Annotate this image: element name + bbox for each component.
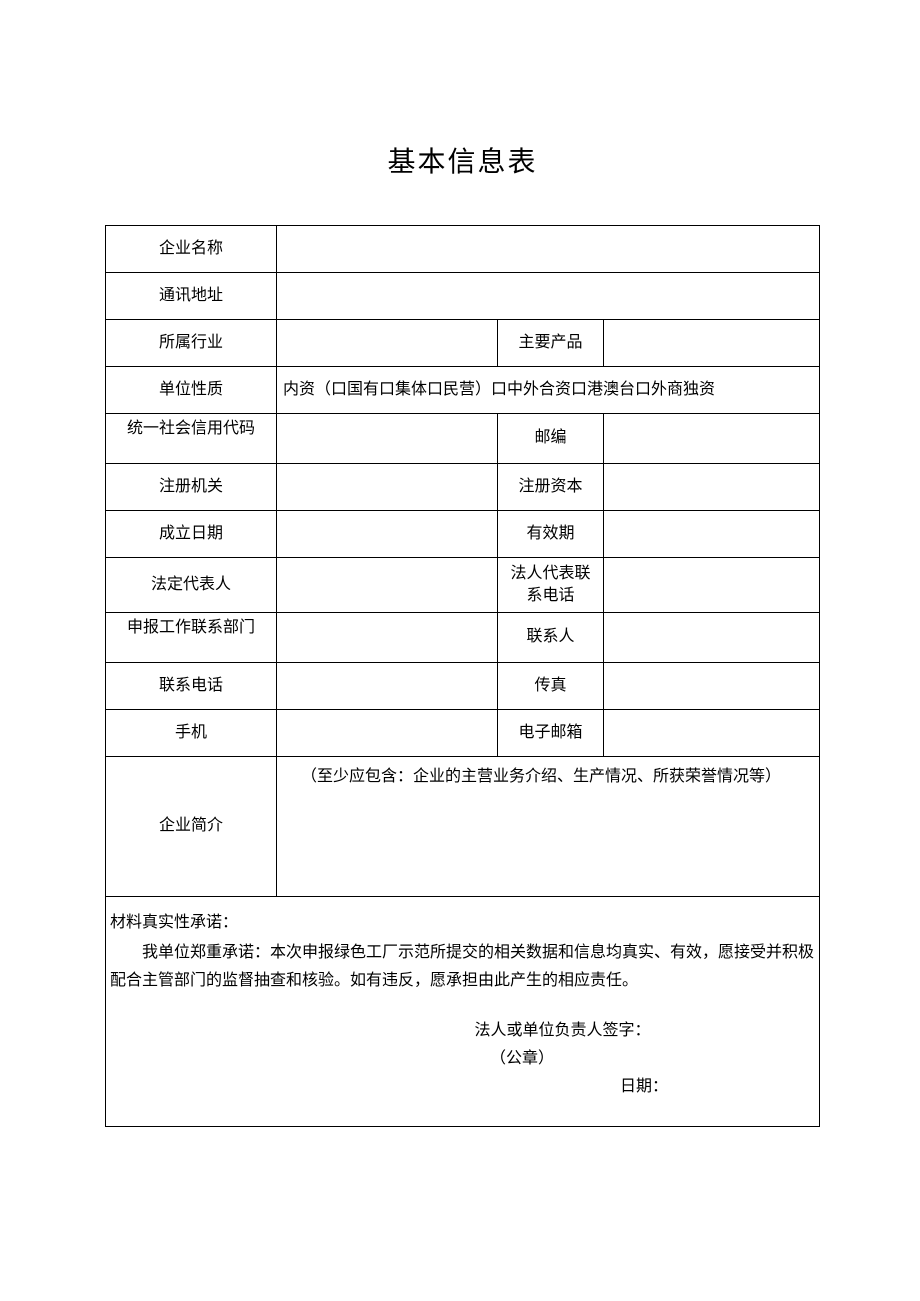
label-reg-authority: 注册机关 (106, 464, 277, 511)
value-postcode[interactable] (603, 414, 819, 464)
value-phone[interactable] (276, 663, 497, 710)
label-main-product: 主要产品 (498, 320, 604, 367)
value-dept[interactable] (276, 613, 497, 663)
value-reg-authority[interactable] (276, 464, 497, 511)
declaration-body: 我单位郑重承诺：本次申报绿色工厂示范所提交的相关数据和信息均真实、有效，愿接受并… (110, 939, 815, 995)
value-establish-date[interactable] (276, 511, 497, 558)
label-address: 通讯地址 (106, 273, 277, 320)
label-company-name: 企业名称 (106, 226, 277, 273)
value-mobile[interactable] (276, 710, 497, 757)
value-intro[interactable]: （至少应包含：企业的主营业务介绍、生产情况、所获荣誉情况等） (276, 757, 819, 897)
value-legal-rep[interactable] (276, 558, 497, 613)
label-dept: 申报工作联系部门 (106, 613, 277, 663)
declaration-cell: 材料真实性承诺： 我单位郑重承诺：本次申报绿色工厂示范所提交的相关数据和信息均真… (106, 897, 820, 1127)
value-credit-code[interactable] (276, 414, 497, 464)
value-valid-period[interactable] (603, 511, 819, 558)
label-unit-nature: 单位性质 (106, 367, 277, 414)
value-fax[interactable] (603, 663, 819, 710)
value-email[interactable] (603, 710, 819, 757)
value-industry[interactable] (276, 320, 497, 367)
label-email: 电子邮箱 (498, 710, 604, 757)
value-unit-nature[interactable]: 内资（口国有口集体口民营）口中外合资口港澳台口外商独资 (276, 367, 819, 414)
label-establish-date: 成立日期 (106, 511, 277, 558)
date-label: 日期： (110, 1073, 815, 1101)
signature-label: 法人或单位负责人签字： (110, 1017, 815, 1045)
label-intro: 企业简介 (106, 757, 277, 897)
value-legal-rep-phone[interactable] (603, 558, 819, 613)
label-fax: 传真 (498, 663, 604, 710)
label-legal-rep: 法定代表人 (106, 558, 277, 613)
value-contact[interactable] (603, 613, 819, 663)
label-contact: 联系人 (498, 613, 604, 663)
label-industry: 所属行业 (106, 320, 277, 367)
value-main-product[interactable] (603, 320, 819, 367)
label-mobile: 手机 (106, 710, 277, 757)
label-reg-capital: 注册资本 (498, 464, 604, 511)
label-credit-code: 统一社会信用代码 (106, 414, 277, 464)
label-phone: 联系电话 (106, 663, 277, 710)
value-address[interactable] (276, 273, 819, 320)
seal-label: （公章） (110, 1045, 815, 1073)
label-postcode: 邮编 (498, 414, 604, 464)
label-legal-rep-phone: 法人代表联系电话 (498, 558, 604, 613)
declaration-title: 材料真实性承诺： (110, 909, 815, 937)
value-reg-capital[interactable] (603, 464, 819, 511)
basic-info-table: 企业名称 通讯地址 所属行业 主要产品 单位性质 内资（口国有口集体口民营）口中… (105, 225, 820, 1127)
value-company-name[interactable] (276, 226, 819, 273)
page-title: 基本信息表 (105, 140, 820, 180)
label-valid-period: 有效期 (498, 511, 604, 558)
